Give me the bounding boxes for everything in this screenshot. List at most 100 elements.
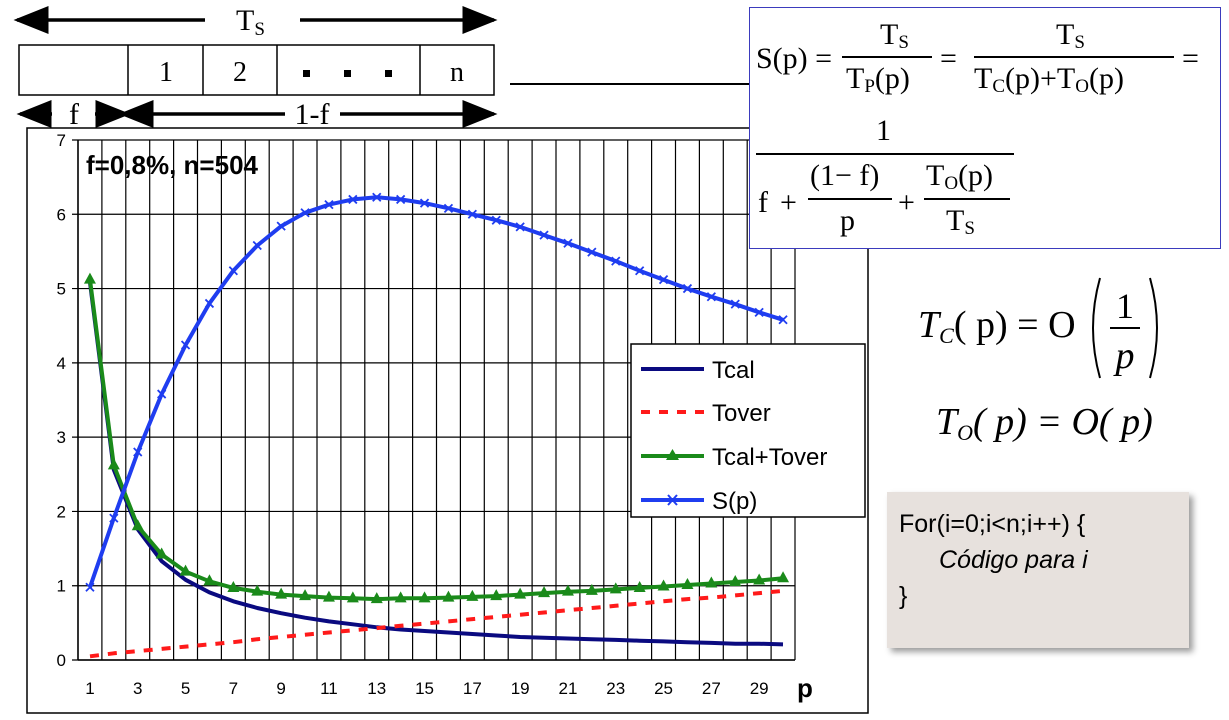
x-tick-label: 19: [511, 679, 530, 698]
x-tick-label: 7: [229, 679, 238, 698]
formula-ts-numerator: TS: [880, 18, 909, 53]
data-point-triangle: [370, 592, 383, 604]
data-point-x: [635, 266, 645, 276]
data-point-triangle: [179, 564, 192, 576]
data-point-triangle: [275, 587, 288, 599]
data-point-triangle: [633, 580, 646, 592]
data-point-x: [730, 299, 740, 309]
x-tick-label: 1: [85, 679, 94, 698]
x-axis-label: p: [797, 673, 813, 703]
ellipsis-dot: [303, 70, 310, 77]
speedup-formula-box: S(p) = TS TP(p) = TS TC(p)+TO(p) = 1 f +…: [749, 7, 1221, 249]
formula-lhs: S(p) =: [756, 42, 833, 75]
execution-time-diagram: TS 1 2 n f 1-f: [13, 4, 520, 131]
data-point-triangle: [227, 580, 240, 592]
data-point-x: [300, 208, 310, 218]
x-tick-label: 17: [463, 679, 482, 698]
f-label: f: [69, 98, 79, 131]
formula-tp-denominator: TP(p): [846, 62, 910, 97]
data-point-x: [443, 203, 454, 213]
series-line-tcal-tover: [88, 279, 784, 602]
formula-eq-1: =: [940, 42, 957, 75]
formula-f: f: [758, 186, 768, 219]
data-point-x: [228, 266, 238, 276]
code-snippet: For(i=0;i<n;i++) { Código para i }: [887, 492, 1189, 648]
data-point-x: [252, 240, 262, 251]
process-bar: [18, 44, 495, 96]
data-point-x: [706, 292, 716, 302]
data-point-x: [587, 247, 597, 257]
data-point-triangle: [490, 589, 503, 601]
y-tick-label: 6: [57, 205, 66, 224]
legend-label-tcal: Tcal: [712, 357, 755, 384]
data-point-triangle: [322, 590, 335, 602]
data-point-x: [515, 222, 525, 232]
data-point-triangle: [346, 591, 359, 603]
data-point-x: [396, 194, 406, 205]
data-point-triangle: [299, 589, 312, 601]
code-line-3: }: [899, 582, 908, 610]
formula-to-numerator: TO(p): [926, 159, 994, 194]
formula-eq-2: =: [1182, 42, 1199, 75]
data-point-triangle: [418, 591, 431, 603]
data-point-x: [539, 230, 549, 240]
tc-fraction-parens: 1 p: [1092, 277, 1158, 379]
data-point-triangle: [514, 587, 527, 599]
one-minus-f-label: 1-f: [295, 98, 330, 131]
formula-ts-numerator-2: TS: [1056, 18, 1085, 53]
data-point-triangle: [777, 571, 790, 583]
data-point-x: [348, 194, 358, 205]
y-tick-label: 4: [57, 354, 66, 373]
data-point-x: [180, 340, 191, 350]
ellipsis-dot: [344, 70, 351, 77]
data-point-triangle: [442, 590, 455, 602]
legend-marker-x: [667, 494, 678, 506]
legend-label-tover: Tover: [712, 400, 771, 427]
formula-one-minus-f: (1− f): [810, 159, 880, 192]
formula-one: 1: [876, 114, 891, 147]
data-point-x: [157, 389, 167, 399]
x-tick-label: 5: [181, 679, 190, 698]
data-point-triangle: [131, 519, 144, 531]
cell-1: 1: [159, 57, 173, 88]
y-tick-label: 3: [57, 428, 66, 447]
data-point-x: [754, 307, 764, 317]
x-tick-label: 3: [133, 679, 142, 698]
y-tick-label: 5: [57, 280, 66, 299]
y-tick-label: 7: [57, 131, 66, 150]
ellipsis-dot: [385, 70, 392, 77]
data-point-triangle: [657, 579, 670, 591]
data-point-x: [109, 513, 119, 523]
data-point-x: [419, 198, 430, 208]
data-point-triangle: [609, 582, 622, 594]
data-point-triangle: [83, 272, 96, 284]
data-point-x: [491, 215, 501, 225]
data-point-triangle: [705, 576, 718, 588]
x-tick-label: 9: [276, 679, 285, 698]
data-point-x: [372, 192, 382, 202]
data-point-x: [276, 221, 286, 231]
data-point-x: [682, 283, 693, 294]
legend-label-tcal-tover: Tcal+Tover: [712, 444, 827, 471]
data-point-x: [611, 256, 621, 266]
formula-plus-2: +: [898, 186, 915, 219]
data-point-triangle: [155, 547, 168, 559]
series-line-tcal: [88, 282, 784, 647]
cell-n: n: [450, 57, 464, 88]
formula-ts-denominator: TS: [946, 204, 975, 239]
svg-text:p: p: [1113, 335, 1135, 377]
y-tick-label: 1: [57, 577, 66, 596]
data-point-triangle: [729, 575, 742, 586]
data-point-triangle: [251, 584, 264, 596]
legend-label-speedup: S(p): [712, 488, 757, 515]
data-point-x: [324, 199, 334, 210]
data-point-triangle: [394, 591, 407, 603]
code-line-2: Código para i: [939, 546, 1088, 574]
svg-text:1: 1: [1116, 286, 1134, 326]
cell-2: 2: [233, 57, 247, 88]
formula-p: p: [840, 204, 855, 237]
data-point-triangle: [561, 584, 574, 596]
data-point-x: [204, 298, 215, 309]
data-point-x: [658, 275, 669, 285]
